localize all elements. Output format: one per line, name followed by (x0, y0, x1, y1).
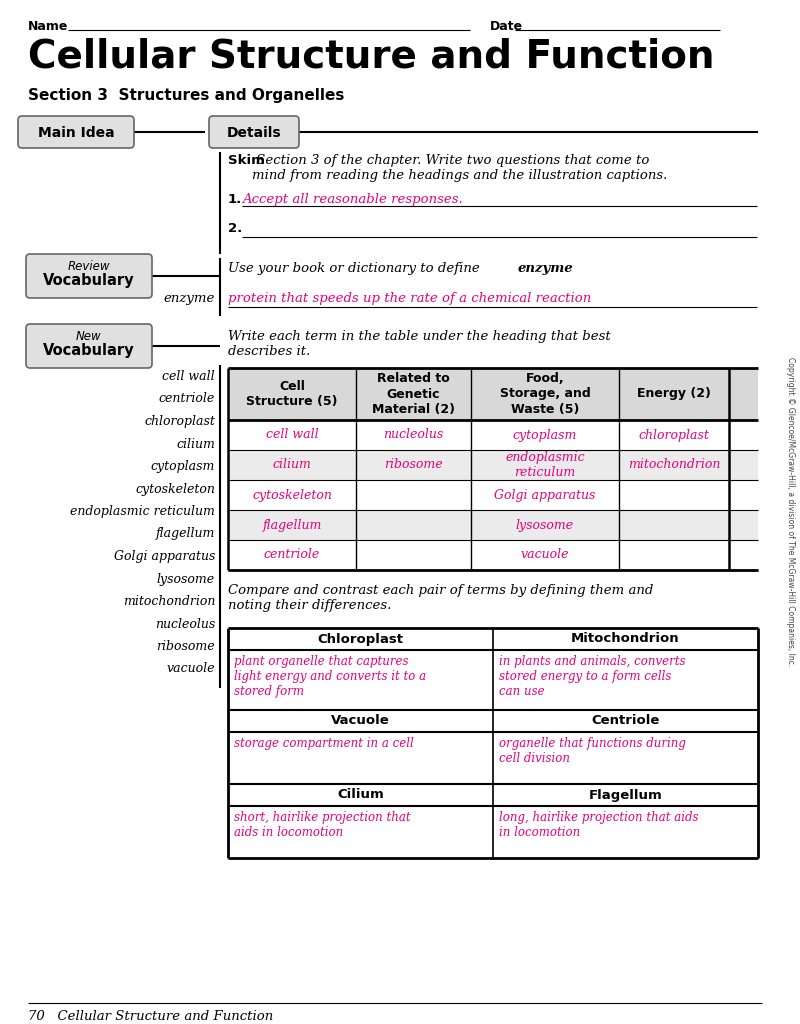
Text: cytoskeleton: cytoskeleton (252, 488, 332, 502)
Text: Cell
Structure (5): Cell Structure (5) (246, 380, 338, 408)
Text: Accept all reasonable responses.: Accept all reasonable responses. (242, 193, 462, 206)
Text: Section 3  Structures and Organelles: Section 3 Structures and Organelles (28, 88, 344, 103)
Text: endoplasmic reticulum: endoplasmic reticulum (70, 505, 215, 518)
Bar (228, 368, 758, 420)
Text: Vacuole: Vacuole (331, 715, 390, 727)
Text: Date: Date (490, 20, 523, 33)
Bar (228, 540, 758, 570)
Text: Centriole: Centriole (591, 715, 660, 727)
FancyBboxPatch shape (26, 324, 152, 368)
Text: long, hairlike projection that aids
in locomotion: long, hairlike projection that aids in l… (499, 811, 698, 839)
Text: ribosome: ribosome (384, 459, 443, 471)
Text: 70   Cellular Structure and Function: 70 Cellular Structure and Function (28, 1010, 274, 1023)
Text: Details: Details (226, 126, 282, 140)
Text: mitochondrion: mitochondrion (628, 459, 720, 471)
Text: Vocabulary: Vocabulary (43, 342, 135, 357)
Text: Section 3 of the chapter. Write two questions that come to
mind from reading the: Section 3 of the chapter. Write two ques… (252, 154, 667, 182)
Text: organelle that functions during
cell division: organelle that functions during cell div… (499, 737, 686, 765)
Text: cell wall: cell wall (162, 370, 215, 383)
Text: endoplasmic
reticulum: endoplasmic reticulum (505, 451, 585, 479)
Text: Skim: Skim (228, 154, 265, 167)
Text: cilium: cilium (176, 437, 215, 451)
Text: flagellum: flagellum (262, 518, 322, 531)
Text: flagellum: flagellum (156, 527, 215, 541)
Text: Golgi apparatus: Golgi apparatus (114, 550, 215, 563)
Text: protein that speeds up the rate of a chemical reaction: protein that speeds up the rate of a che… (228, 292, 591, 305)
Text: in plants and animals, converts
stored energy to a form cells
can use: in plants and animals, converts stored e… (499, 655, 686, 698)
Text: enzyme: enzyme (518, 262, 574, 275)
Text: mitochondrion: mitochondrion (122, 595, 215, 608)
Text: nucleolus: nucleolus (383, 428, 444, 441)
Text: 2.: 2. (228, 222, 242, 234)
Text: lysosome: lysosome (157, 572, 215, 586)
Text: cytoplasm: cytoplasm (150, 460, 215, 473)
Text: cell wall: cell wall (266, 428, 318, 441)
Text: Cellular Structure and Function: Cellular Structure and Function (28, 38, 714, 76)
Text: Write each term in the table under the heading that best
describes it.: Write each term in the table under the h… (228, 330, 610, 358)
FancyBboxPatch shape (209, 116, 299, 148)
Text: Energy (2): Energy (2) (637, 387, 711, 400)
Text: centriole: centriole (264, 549, 320, 561)
Bar (228, 420, 758, 450)
Bar (228, 510, 758, 540)
Text: short, hairlike projection that
aids in locomotion: short, hairlike projection that aids in … (234, 811, 410, 839)
Text: Cilium: Cilium (337, 788, 384, 802)
Text: vacuole: vacuole (521, 549, 570, 561)
Text: storage compartment in a cell: storage compartment in a cell (234, 737, 414, 750)
Text: cilium: cilium (273, 459, 311, 471)
Text: Use your book or dictionary to define: Use your book or dictionary to define (228, 262, 484, 275)
Bar (228, 480, 758, 510)
Text: cytoplasm: cytoplasm (513, 428, 577, 441)
Text: Name: Name (28, 20, 68, 33)
Text: Compare and contrast each pair of terms by defining them and
noting their differ: Compare and contrast each pair of terms … (228, 584, 654, 612)
Text: Chloroplast: Chloroplast (318, 633, 403, 645)
Text: ribosome: ribosome (156, 640, 215, 653)
Text: New: New (76, 331, 102, 343)
Text: nucleolus: nucleolus (154, 617, 215, 631)
Text: Vocabulary: Vocabulary (43, 272, 135, 288)
Text: chloroplast: chloroplast (144, 415, 215, 428)
Text: lysosome: lysosome (516, 518, 574, 531)
Text: Main Idea: Main Idea (38, 126, 114, 140)
FancyBboxPatch shape (26, 254, 152, 298)
Text: centriole: centriole (158, 392, 215, 406)
Text: Food,
Storage, and
Waste (5): Food, Storage, and Waste (5) (500, 373, 590, 416)
Text: 1.: 1. (228, 193, 242, 206)
Text: enzyme: enzyme (164, 292, 215, 305)
Text: Mitochondrion: Mitochondrion (571, 633, 680, 645)
Text: Flagellum: Flagellum (589, 788, 662, 802)
Text: cytoskeleton: cytoskeleton (135, 482, 215, 496)
Text: Related to
Genetic
Material (2): Related to Genetic Material (2) (372, 373, 455, 416)
Bar (228, 450, 758, 480)
Text: Review: Review (68, 260, 110, 273)
Text: Copyright © Glencoe/McGraw-Hill, a division of The McGraw-Hill Companies, Inc.: Copyright © Glencoe/McGraw-Hill, a divis… (786, 357, 794, 667)
Text: plant organelle that captures
light energy and converts it to a
stored form: plant organelle that captures light ener… (234, 655, 426, 698)
Text: vacuole: vacuole (166, 663, 215, 676)
Text: chloroplast: chloroplast (638, 428, 710, 441)
Text: Golgi apparatus: Golgi apparatus (494, 488, 596, 502)
FancyBboxPatch shape (18, 116, 134, 148)
